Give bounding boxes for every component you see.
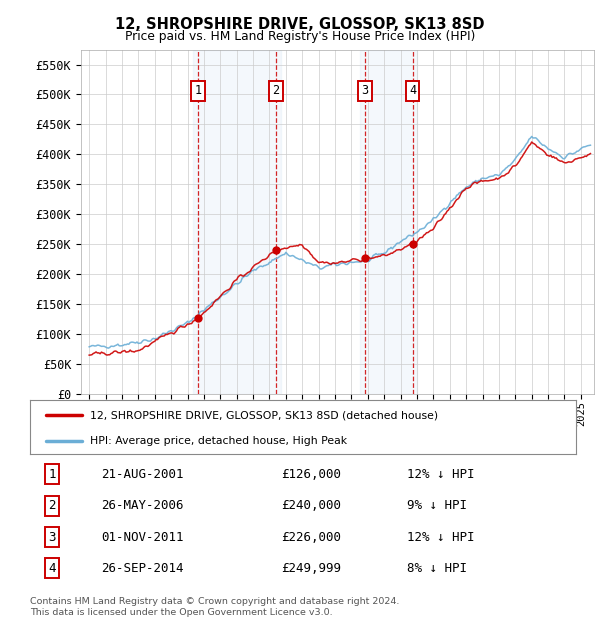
Text: £226,000: £226,000 [281,531,341,544]
Text: 12% ↓ HPI: 12% ↓ HPI [407,468,474,481]
Text: 3: 3 [361,84,368,97]
Text: 4: 4 [409,84,416,97]
Bar [360,50,418,394]
Text: 1: 1 [48,468,56,481]
Text: 12, SHROPSHIRE DRIVE, GLOSSOP, SK13 8SD (detached house): 12, SHROPSHIRE DRIVE, GLOSSOP, SK13 8SD … [90,410,438,420]
Text: 21-AUG-2001: 21-AUG-2001 [101,468,184,481]
Bar [193,50,281,394]
Text: 01-NOV-2011: 01-NOV-2011 [101,531,184,544]
Text: 4: 4 [48,562,56,575]
Text: Price paid vs. HM Land Registry's House Price Index (HPI): Price paid vs. HM Land Registry's House … [125,30,475,43]
Text: 8% ↓ HPI: 8% ↓ HPI [407,562,467,575]
Text: £126,000: £126,000 [281,468,341,481]
Text: 12, SHROPSHIRE DRIVE, GLOSSOP, SK13 8SD: 12, SHROPSHIRE DRIVE, GLOSSOP, SK13 8SD [115,17,485,32]
Text: £240,000: £240,000 [281,499,341,512]
Text: 2: 2 [48,499,56,512]
Text: 26-SEP-2014: 26-SEP-2014 [101,562,184,575]
Text: 26-MAY-2006: 26-MAY-2006 [101,499,184,512]
Text: HPI: Average price, detached house, High Peak: HPI: Average price, detached house, High… [90,436,347,446]
Text: 2: 2 [272,84,280,97]
Text: 12% ↓ HPI: 12% ↓ HPI [407,531,474,544]
Text: Contains HM Land Registry data © Crown copyright and database right 2024.
This d: Contains HM Land Registry data © Crown c… [30,598,400,617]
Text: £249,999: £249,999 [281,562,341,575]
Text: 3: 3 [48,531,56,544]
Text: 9% ↓ HPI: 9% ↓ HPI [407,499,467,512]
Text: 1: 1 [194,84,202,97]
